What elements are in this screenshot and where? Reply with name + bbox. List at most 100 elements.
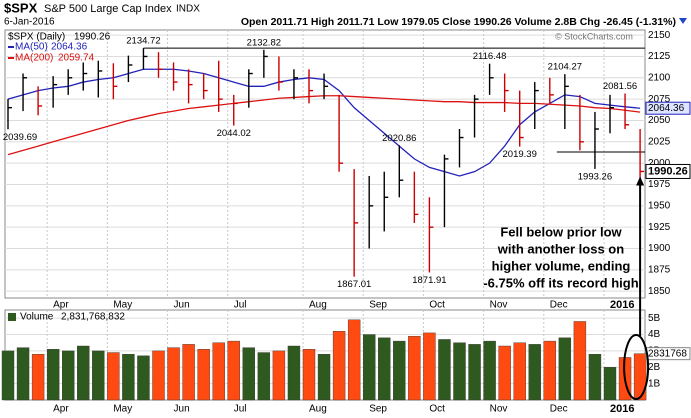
- callout: with another loss on: [497, 241, 624, 256]
- callout: -6.75% off its record high: [483, 275, 638, 290]
- volume-bar: [483, 340, 496, 401]
- volume-bar: [603, 367, 617, 401]
- legend-entry: Volume: [20, 312, 54, 323]
- y-tick-label: 2025: [648, 136, 671, 147]
- x-tick-label: Aug: [309, 404, 327, 415]
- badge-label: 2831768: [648, 348, 687, 359]
- volume-bar: [302, 349, 316, 401]
- volume-bar: [227, 340, 240, 401]
- y-tick-label: 2050: [648, 115, 671, 126]
- annotation: 2134.72: [126, 36, 160, 47]
- x-tick-label: May: [113, 300, 132, 311]
- annotation: 2104.27: [548, 62, 582, 73]
- x-tick-label: 2016: [610, 299, 634, 311]
- volume-bar: [378, 337, 391, 401]
- badge: [645, 347, 691, 361]
- x-tick-label: Sep: [369, 300, 387, 311]
- y-tick-label: 2075: [648, 94, 671, 105]
- x-tick-label: Aug: [309, 300, 327, 311]
- volume-bar: [122, 353, 135, 401]
- y-tick-label: 2B: [648, 362, 661, 373]
- exchange: INDX: [176, 4, 200, 15]
- price-panel: [4, 29, 646, 299]
- volume-bar: [347, 319, 361, 401]
- x-tick-label: Apr: [53, 404, 69, 415]
- x-tick-label: 2016: [610, 403, 634, 415]
- volume-bar: [528, 344, 541, 401]
- x-tick-label: Jul: [234, 404, 247, 415]
- annotation: 2044.02: [217, 128, 251, 139]
- badge: [645, 163, 691, 179]
- callout: Fell below prior low: [500, 224, 622, 239]
- volume-bar: [317, 353, 331, 401]
- y-tick-label: 1875: [648, 264, 671, 275]
- legend-value: 2059.74: [58, 53, 95, 64]
- annotation: 2081.56: [603, 81, 637, 92]
- y-tick-label: 1950: [648, 200, 671, 211]
- legend-value: 2064.36: [51, 42, 88, 53]
- chart-subtitle: S&P 500 Large Cap Index: [44, 3, 172, 15]
- legend-value: 2,831,768,832: [61, 312, 125, 323]
- volume-bar: [543, 340, 556, 401]
- y-tick-label: 1925: [648, 222, 671, 233]
- volume-bar: [573, 321, 587, 401]
- volume-bar: [363, 334, 376, 401]
- legend-value: 1990.26: [74, 32, 111, 43]
- x-tick-label: May: [113, 404, 132, 415]
- badge: [645, 101, 691, 115]
- y-tick-label: 4B: [648, 329, 661, 340]
- y-tick-label: 2100: [648, 72, 671, 83]
- date: 6-Jan-2016: [4, 17, 55, 28]
- volume-bar: [77, 345, 90, 401]
- legend-entry: $SPX (Daily): [8, 32, 65, 43]
- volume-bar: [423, 332, 436, 401]
- volume-bar: [137, 355, 150, 401]
- legend-swatch: [8, 313, 16, 321]
- volume-bar: [468, 344, 481, 401]
- volume-bar: [182, 344, 195, 401]
- volume-bar: [408, 335, 421, 401]
- highlight: [623, 334, 650, 400]
- x-tick-label: Jun: [174, 300, 190, 311]
- annotation: 1867.01: [337, 279, 371, 290]
- volume-bar: [1, 350, 15, 401]
- volume-bar: [92, 350, 105, 401]
- volume-bar: [453, 342, 466, 401]
- x-tick-label: Nov: [490, 300, 508, 311]
- volume-bar: [46, 349, 60, 401]
- legend-entry: MA(200): [15, 53, 53, 64]
- y-tick-label: 1B: [648, 378, 661, 389]
- volume-bar: [498, 345, 511, 401]
- volume-bar: [513, 342, 526, 401]
- volume-bar: [16, 347, 30, 401]
- annotation: 2116.48: [473, 51, 507, 62]
- x-tick-label: Oct: [429, 300, 445, 311]
- chart-title: $SPX: [4, 0, 38, 15]
- volume-bar: [167, 347, 180, 401]
- annotation: 1993.26: [578, 171, 612, 182]
- y-tick-label: 1850: [648, 286, 671, 297]
- volume-bar: [242, 347, 256, 401]
- volume-bar: [212, 342, 225, 401]
- badge-label: 2064.36: [648, 103, 685, 114]
- x-tick-label: Sep: [369, 404, 387, 415]
- volume-bar: [31, 353, 45, 401]
- volume-bar: [633, 353, 647, 401]
- volume-bar: [287, 345, 301, 401]
- volume-bar: [197, 349, 210, 401]
- volume-bar: [588, 353, 602, 401]
- callout: higher volume, ending: [492, 258, 631, 273]
- y-tick-label: 1975: [648, 179, 671, 190]
- volume-bar: [62, 350, 75, 401]
- volume-bar: [438, 339, 451, 401]
- annotation: 2020.86: [382, 133, 416, 144]
- x-tick-label: Oct: [429, 404, 445, 415]
- watermark: © StockCharts.com: [555, 31, 633, 41]
- volume-bar: [152, 350, 165, 401]
- annotation: 2132.82: [247, 37, 281, 48]
- y-tick-label: 5B: [648, 313, 661, 324]
- volume-bar: [272, 350, 286, 401]
- legend-entry: MA(50): [15, 42, 48, 53]
- quote: Open 2011.71 High 2011.71 Low 1979.05 Cl…: [241, 16, 676, 28]
